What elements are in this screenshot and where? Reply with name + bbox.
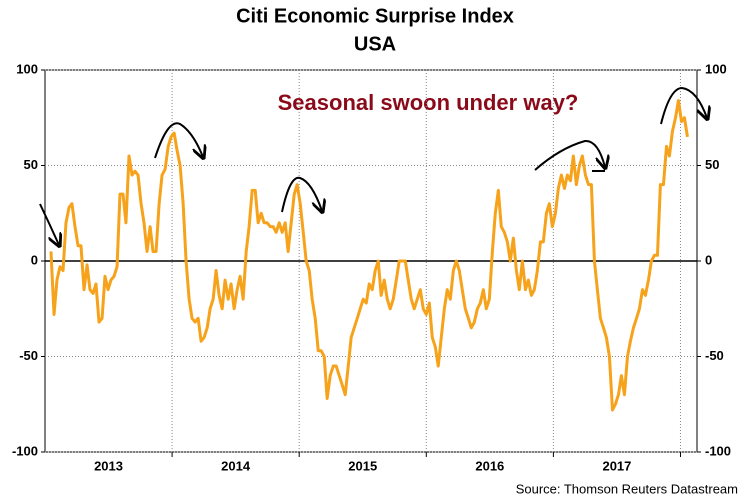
y-tick-label: 0 — [31, 252, 38, 267]
chart-subtitle: USA — [354, 33, 396, 55]
y-tick-label: 50 — [24, 157, 38, 172]
y2-tick-label: -100 — [705, 443, 731, 458]
chart-title: Citi Economic Surprise Index — [236, 5, 514, 27]
y2-tick-label: 100 — [705, 61, 727, 76]
hand-drawn-arrows — [39, 86, 707, 245]
arrow — [39, 203, 59, 245]
x-tick-label: 2015 — [348, 458, 377, 473]
arrow — [660, 86, 707, 125]
arrow — [534, 139, 605, 170]
annotation: Seasonal swoon under way? — [278, 90, 579, 115]
y2-tick-label: -50 — [705, 348, 724, 363]
arrow — [154, 122, 203, 158]
x-tick-label: 2014 — [221, 458, 251, 473]
y-tick-label: -50 — [19, 348, 38, 363]
x-tick-label: 2016 — [475, 458, 504, 473]
data-line — [49, 99, 689, 412]
y2-tick-label: 0 — [705, 252, 712, 267]
y2-tick-label: 50 — [705, 157, 719, 172]
y-tick-label: 100 — [16, 61, 38, 76]
arrow — [281, 176, 322, 212]
y-tick-label: -100 — [12, 443, 38, 458]
x-tick-label: 2013 — [94, 458, 123, 473]
x-tick-label: 2017 — [602, 458, 631, 473]
source-note: Source: Thomson Reuters Datastream — [516, 481, 738, 496]
